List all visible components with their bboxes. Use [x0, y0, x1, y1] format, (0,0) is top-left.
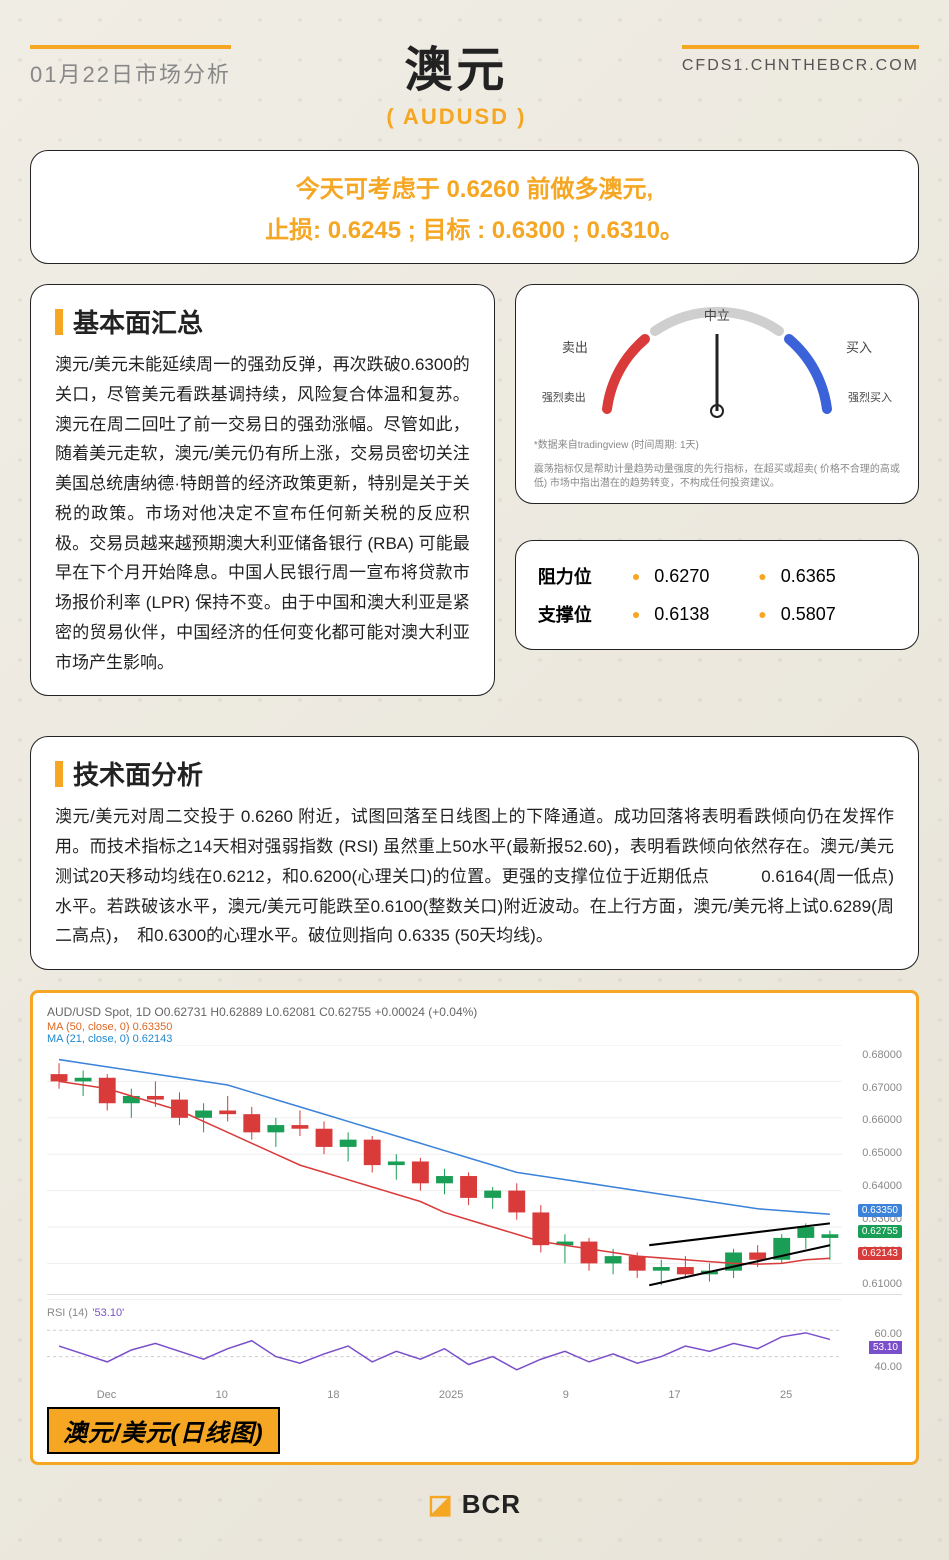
bullet-icon: ● — [758, 606, 766, 622]
chart-ma21-label: MA (21, close, 0) 0.62143 — [47, 1033, 172, 1045]
technical-title: 技术面分析 — [55, 755, 894, 792]
gauge-note-1: *数据来自tradingview (时间周期: 1天) — [534, 439, 900, 453]
page-title: 澳元 — [386, 30, 526, 100]
logo-icon: ◪ — [428, 1489, 454, 1519]
brand-logo: ◪ BCR — [428, 1489, 521, 1519]
price-chart-svg — [47, 1045, 842, 1300]
rsi-chart-area: RSI (14) '53.10' 60.0040.00 53.10 — [47, 1303, 902, 1383]
gauge-label-strong-sell: 强烈卖出 — [542, 389, 586, 405]
chart-x-axis: Dec 10 18 2025 9 17 25 — [47, 1383, 902, 1407]
gauge-label-buy: 买入 — [846, 337, 872, 356]
x-tick: 18 — [327, 1389, 339, 1401]
site-url: CFDS1.CHNTHEBCR.COM — [682, 45, 919, 75]
resistance-row: 阻力位 ● 0.6270 ● 0.6365 — [538, 557, 896, 595]
fundamental-title: 基本面汇总 — [55, 303, 470, 340]
chart-card: AUD/USD Spot, 1D O0.62731 H0.62889 L0.62… — [30, 990, 919, 1465]
chart-title-badge: 澳元/美元(日线图) — [47, 1407, 280, 1454]
support-row: 支撑位 ● 0.6138 ● 0.5807 — [538, 595, 896, 633]
price-tag: 0.62143 — [858, 1247, 902, 1260]
fundamental-card: 基本面汇总 澳元/美元未能延续周一的强劲反弹，再次跌破0.6300的关口，尽管美… — [30, 284, 495, 696]
page-subtitle: ( AUDUSD ) — [386, 104, 526, 130]
trade-summary-card: 今天可考虑于 0.6260 前做多澳元, 止损: 0.6245 ; 目标 : 0… — [30, 150, 919, 264]
rsi-y-tick: 40.00 — [874, 1361, 902, 1373]
summary-line-2: 止损: 0.6245 ; 目标 : 0.6300 ; 0.6310。 — [55, 210, 894, 245]
page-footer: ◪ BCR — [30, 1465, 919, 1530]
price-tag: 0.62755 — [858, 1225, 902, 1238]
bullet-icon: ● — [632, 606, 640, 622]
gauge-label-sell: 卖出 — [562, 337, 588, 356]
gauge-label-neutral: 中立 — [704, 305, 730, 324]
rsi-chart-svg — [47, 1317, 842, 1383]
resistance-val-1: 0.6270 — [654, 566, 744, 587]
support-val-2: 0.5807 — [781, 604, 871, 625]
sentiment-gauge-card: 中立 卖出 买入 强烈卖出 强烈买入 *数据来自tradingview (时间周… — [515, 284, 919, 504]
price-chart-area: 0.680000.670000.660000.650000.640000.630… — [47, 1045, 902, 1295]
x-tick: 9 — [563, 1389, 569, 1401]
y-tick: 0.65000 — [842, 1147, 902, 1159]
resistance-label: 阻力位 — [538, 563, 618, 589]
summary-line-1: 今天可考虑于 0.6260 前做多澳元, — [55, 169, 894, 204]
resistance-val-2: 0.6365 — [781, 566, 871, 587]
rsi-y-tick: 60.00 — [874, 1328, 902, 1340]
levels-card: 阻力位 ● 0.6270 ● 0.6365 支撑位 ● 0.6138 ● 0.5… — [515, 540, 919, 650]
page-header: 01月22日市场分析 澳元 ( AUDUSD ) CFDS1.CHNTHEBCR… — [30, 0, 919, 150]
y-tick: 0.68000 — [842, 1049, 902, 1061]
gauge-note-2: 震荡指标仅是帮助计量趋势动量强度的先行指标，在超买或超卖( 价格不合理的高或低)… — [534, 463, 900, 491]
x-tick: 25 — [780, 1389, 792, 1401]
x-tick: 17 — [668, 1389, 680, 1401]
support-label: 支撑位 — [538, 601, 618, 627]
rsi-current-tag: 53.10 — [869, 1341, 902, 1354]
chart-ohlc-header: AUD/USD Spot, 1D O0.62731 H0.62889 L0.62… — [47, 1005, 902, 1019]
gauge-label-strong-buy: 强烈买入 — [848, 389, 892, 405]
x-tick: 10 — [216, 1389, 228, 1401]
y-tick: 0.64000 — [842, 1180, 902, 1192]
x-tick: 2025 — [439, 1389, 463, 1401]
y-tick: 0.61000 — [842, 1278, 902, 1290]
bullet-icon: ● — [758, 568, 766, 584]
y-tick: 0.67000 — [842, 1082, 902, 1094]
y-tick: 0.66000 — [842, 1114, 902, 1126]
bullet-icon: ● — [632, 568, 640, 584]
technical-body: 澳元/美元对周二交投于 0.6260 附近，试图回落至日线图上的下降通道。成功回… — [55, 802, 894, 951]
fundamental-body: 澳元/美元未能延续周一的强劲反弹，再次跌破0.6300的关口，尽管美元看跌基调持… — [55, 350, 470, 677]
support-val-1: 0.6138 — [654, 604, 744, 625]
technical-card: 技术面分析 澳元/美元对周二交投于 0.6260 附近，试图回落至日线图上的下降… — [30, 736, 919, 970]
x-tick: Dec — [97, 1389, 117, 1401]
price-tag: 0.63350 — [858, 1204, 902, 1217]
chart-ma50-label: MA (50, close, 0) 0.63350 — [47, 1021, 172, 1033]
date-label: 01月22日市场分析 — [30, 45, 231, 89]
